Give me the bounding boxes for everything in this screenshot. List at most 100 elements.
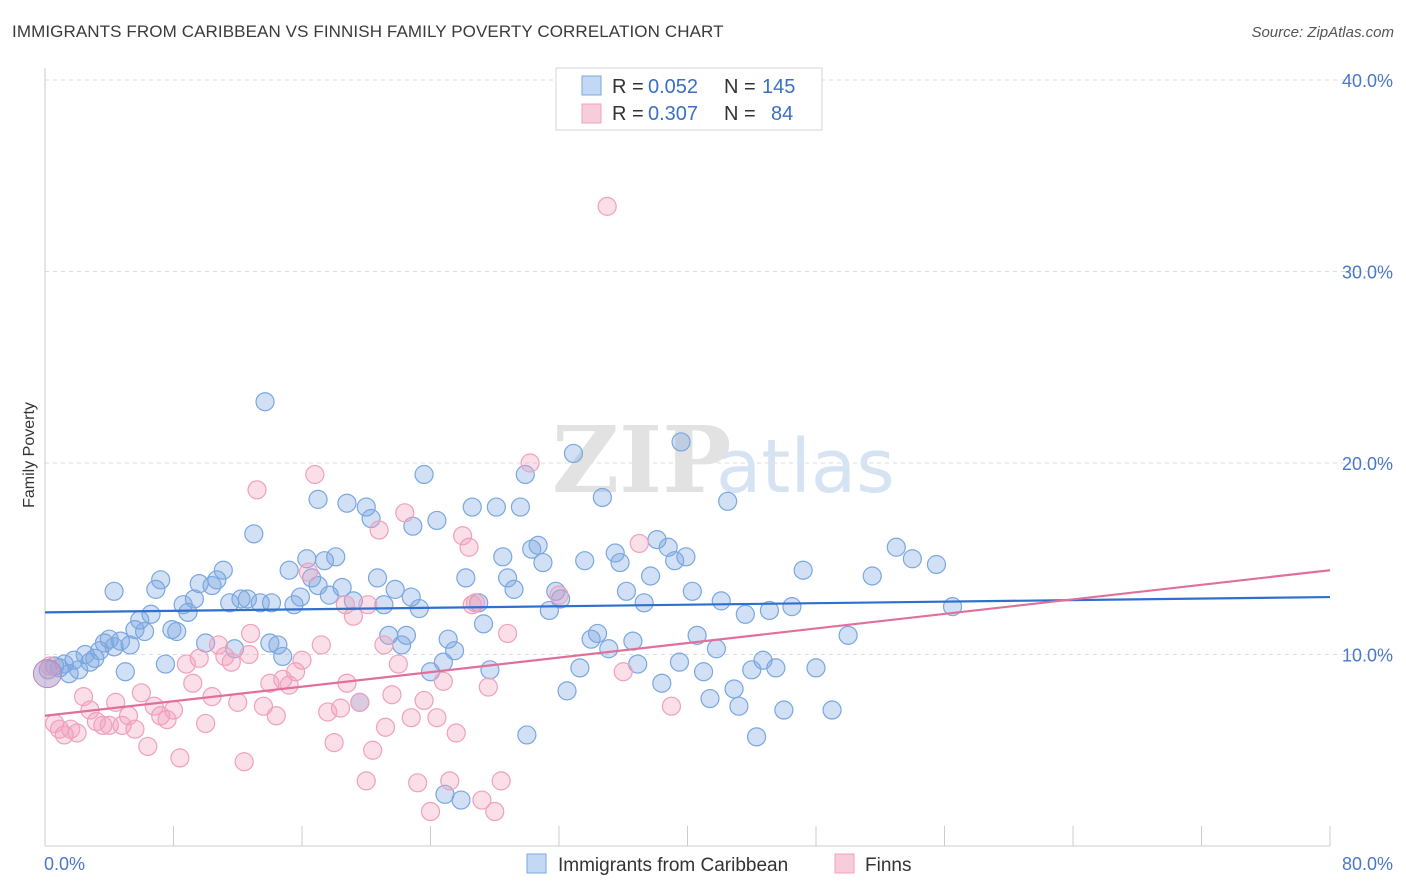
caribbean-point [260,633,280,653]
caribbean-trend-line [44,595,1331,614]
x-tick-label: 80.0% [1342,854,1393,874]
finns-point [228,692,248,712]
caribbean-point [886,537,906,557]
caribbean-point [273,646,293,667]
caribbean-point [700,688,720,709]
caribbean-point [401,587,421,607]
caribbean-point [517,725,537,745]
finns-point [138,736,158,757]
caribbean-point [729,696,749,716]
caribbean-point [687,625,707,645]
caribbean-point [427,510,447,531]
finns-point [498,623,518,644]
trend-layer [44,569,1331,717]
caribbean-point [528,535,548,555]
finns-point [163,700,184,720]
legend-n-value: 145 [762,76,795,98]
caribbean-point [462,497,482,517]
finns-point [260,673,280,693]
caribbean-point [640,566,661,586]
finns-point [131,683,151,703]
caribbean-point [167,621,187,642]
finns-point [239,644,259,665]
caribbean-point [724,679,744,699]
caribbean-point [151,570,171,590]
finns-point [125,719,145,739]
finns-point [196,713,216,734]
watermark-atlas: atlas [716,424,895,510]
finns-point [298,562,319,582]
source-label: Source: ZipAtlas.com [1251,24,1394,41]
finns-point [549,585,569,605]
caribbean-point [838,625,858,645]
legend-swatch-finns [581,103,602,124]
caribbean-point [104,581,124,601]
caribbean-point [64,650,84,670]
x-tick-label: 0.0% [44,854,85,874]
caribbean-point [587,623,608,644]
y-axis-label: Family Poverty [21,402,38,508]
finns-point [93,715,113,735]
caribbean-point [120,635,140,655]
finns-point [253,696,274,716]
finns-point [661,696,682,716]
caribbean-point [356,497,376,517]
finns-point [221,652,241,672]
caribbean-point [414,464,434,485]
finns-point [324,732,344,753]
caribbean-point [718,491,738,511]
caribbean-point [605,543,625,563]
legend-n-value: 84 [771,103,793,125]
points-layer [32,196,963,822]
caribbean-point [146,579,166,599]
finns-point [374,635,394,655]
caribbean-point [671,432,691,452]
finns-point [343,606,363,626]
caribbean-point [806,658,826,678]
finns-point [382,685,402,705]
finns-point [369,520,389,540]
caribbean-point [308,575,328,596]
caribbean-point [735,604,755,624]
caribbean-point [592,487,612,508]
caribbean-point [676,547,696,567]
caribbean-point [706,639,727,659]
axis-layer: 10.0% 20.0% 30.0% 40.0% 0.0% 80.0% [44,68,1393,874]
caribbean-point [213,560,233,580]
finns-point [427,708,447,728]
finns-point [478,677,498,697]
finns-point [388,654,408,674]
caribbean-point [237,589,257,609]
caribbean-point [570,658,590,678]
caribbean-point [337,493,357,513]
caribbean-point [862,566,882,586]
caribbean-point [610,552,630,573]
caribbean-point [793,560,813,580]
finns-point [292,650,312,670]
grid-layer [45,79,1392,655]
finns-trend-line [44,569,1331,717]
caribbean-point [244,524,264,544]
finns-point [629,533,649,554]
finns-point [401,708,421,728]
caribbean-point [926,554,947,575]
caribbean-point [326,547,346,567]
finns-point [67,723,87,743]
legend-n-label: N = [724,103,756,125]
y-tick-label: 40.0% [1342,71,1393,91]
caribbean-point [255,392,275,412]
caribbean-point [115,662,135,682]
finns-point [459,537,479,557]
finns-point [157,710,177,730]
caribbean-point [498,568,518,588]
caribbean-point [473,614,494,634]
watermark-zip: ZIP [552,406,731,514]
finns-point [472,790,492,810]
finns-point [311,635,331,655]
y-tick-label: 30.0% [1342,263,1393,283]
legend-r-value: 0.052 [648,76,698,98]
caribbean-point [669,652,690,672]
legend: R = 0.052 N = 145 R = 0.307 N = 84 [555,67,823,131]
caribbean-point [184,589,204,609]
finns-point [234,752,254,772]
